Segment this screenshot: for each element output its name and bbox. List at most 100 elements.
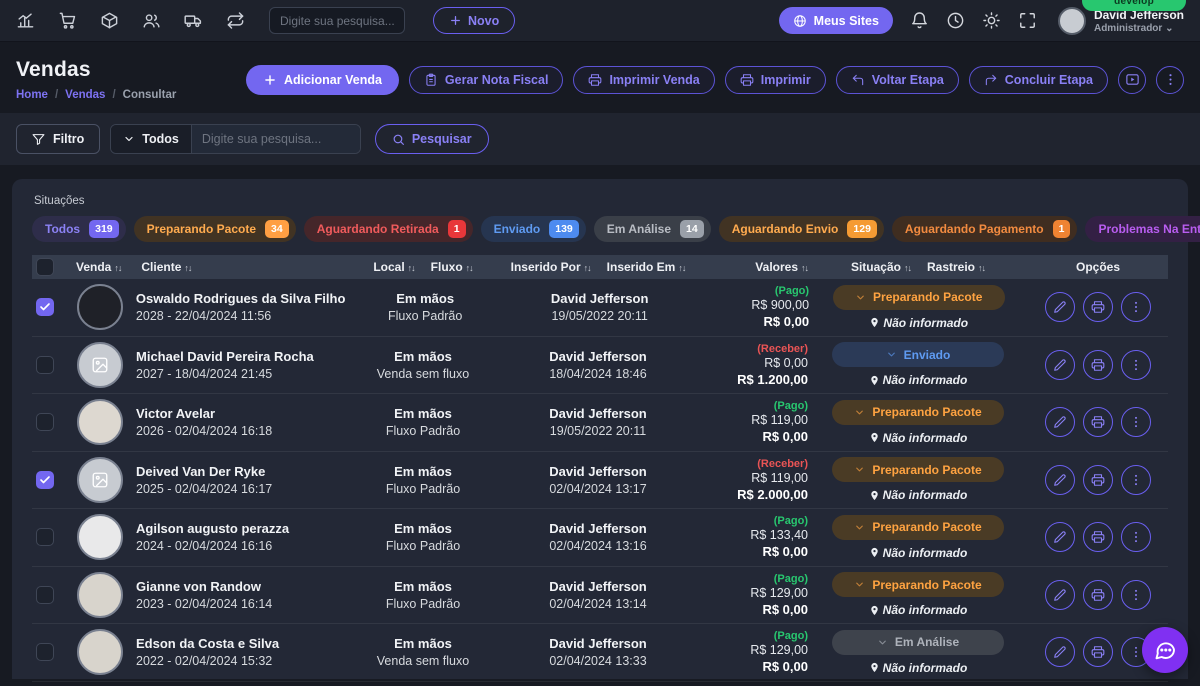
topbar-search-input[interactable] xyxy=(269,7,405,34)
inserido-em: 02/04/2024 13:17 xyxy=(549,481,647,496)
sort-valores[interactable]: Valores ↑↓ xyxy=(755,260,809,274)
row-menu-button[interactable] xyxy=(1121,522,1151,553)
breadcrumb-home[interactable]: Home xyxy=(16,89,48,101)
analytics-icon[interactable] xyxy=(16,11,35,30)
situacao-pill[interactable]: Preparando Pacote xyxy=(832,457,1004,483)
novo-button[interactable]: Novo xyxy=(433,7,516,34)
sort-fluxo[interactable]: Fluxo ↑↓ xyxy=(430,260,474,274)
row-checkbox[interactable] xyxy=(36,528,54,547)
table-body: Oswaldo Rodrigues da Silva Filho 2028 - … xyxy=(32,279,1168,682)
valor-receber: R$ 0,00 xyxy=(762,429,808,445)
clock-icon[interactable] xyxy=(946,11,965,30)
kebab-menu-icon xyxy=(1135,359,1137,370)
print-button[interactable] xyxy=(1083,522,1113,553)
row-checkbox[interactable] xyxy=(36,585,54,604)
edit-button[interactable] xyxy=(1045,579,1075,610)
situacao-pill[interactable]: Preparando Pacote xyxy=(832,572,1004,598)
sort-local[interactable]: Local ↑↓ xyxy=(373,260,416,274)
row-checkbox[interactable] xyxy=(36,413,54,432)
edit-button[interactable] xyxy=(1045,292,1076,323)
clipboard-icon xyxy=(424,73,438,87)
edit-button[interactable] xyxy=(1045,407,1075,438)
situacao-pill[interactable]: Preparando Pacote xyxy=(832,514,1004,540)
sort-icon: ↑↓ xyxy=(978,263,986,273)
sort-rastreio[interactable]: Rastreio ↑↓ xyxy=(926,260,986,274)
meus-sites-button[interactable]: Meus Sites xyxy=(778,7,893,34)
voltar-etapa-button[interactable]: Voltar Etapa xyxy=(835,65,959,94)
sort-cliente[interactable]: Cliente ↑↓ xyxy=(141,260,192,274)
opcoes-header: Opções xyxy=(1075,260,1120,274)
client-name: Edson da Costa e Silva xyxy=(136,636,280,652)
row-checkbox[interactable] xyxy=(36,643,54,662)
sort-icon: ↑↓ xyxy=(407,263,416,273)
video-help-button[interactable] xyxy=(1118,65,1146,94)
print-button[interactable] xyxy=(1083,637,1113,668)
situacao-pill[interactable]: Preparando Pacote xyxy=(832,284,1005,310)
pesquisar-button[interactable]: Pesquisar xyxy=(374,124,489,154)
situacao-filter-badge[interactable]: Problemas Na Entrega 1 xyxy=(1085,216,1200,242)
row-menu-button[interactable] xyxy=(1121,464,1151,495)
situacao-filter-badge[interactable]: Aguardando Pagamento 1 xyxy=(891,216,1078,242)
situacao-filter-badge[interactable]: Aguardando Envio 129 xyxy=(718,216,884,242)
bell-icon[interactable] xyxy=(910,11,929,30)
situacao-badges: Todos 319 Preparando Pacote 34 Aguardand… xyxy=(32,216,1200,242)
imprimir-venda-button[interactable]: Imprimir Venda xyxy=(573,65,715,94)
situacao-filter-badge[interactable]: Preparando Pacote 34 xyxy=(133,216,296,242)
situacao-filter-badge[interactable]: Enviado 139 xyxy=(480,216,586,242)
package-icon[interactable] xyxy=(100,11,119,30)
print-button[interactable] xyxy=(1083,579,1113,610)
sort-inserido-em[interactable]: Inserido Em ↑↓ xyxy=(606,260,687,274)
situacao-pill[interactable]: Em Análise xyxy=(832,629,1004,655)
sort-venda[interactable]: Venda ↑↓ xyxy=(76,260,122,274)
print-button[interactable] xyxy=(1083,407,1113,438)
valor-pago: R$ 133,40 xyxy=(750,528,808,543)
sort-situacao[interactable]: Situação ↑↓ xyxy=(850,260,912,274)
imprimir-button[interactable]: Imprimir xyxy=(724,65,826,94)
situacao-filter-badge[interactable]: Todos 319 xyxy=(32,216,126,242)
row-menu-button[interactable] xyxy=(1121,292,1152,323)
chat-button[interactable] xyxy=(1142,627,1188,673)
concluir-etapa-button[interactable]: Concluir Etapa xyxy=(968,65,1108,94)
printer-icon xyxy=(1091,301,1105,314)
situacao-filter-badge[interactable]: Em Análise 14 xyxy=(593,216,711,242)
map-pin-icon xyxy=(870,490,878,500)
print-button[interactable] xyxy=(1083,349,1113,380)
situacao-pill[interactable]: Preparando Pacote xyxy=(832,399,1004,425)
search-scope-select[interactable]: Todos xyxy=(111,125,192,153)
gerar-nota-fiscal-button[interactable]: Gerar Nota Fiscal xyxy=(408,65,564,94)
adicionar-venda-button[interactable]: Adicionar Venda xyxy=(245,64,399,95)
user-menu[interactable]: David Jefferson Administrador ⌄ xyxy=(1057,6,1184,35)
header-menu-button[interactable] xyxy=(1156,65,1184,94)
breadcrumb-vendas[interactable]: Vendas xyxy=(65,89,106,101)
situacao-pill[interactable]: Enviado xyxy=(832,342,1004,368)
row-checkbox[interactable] xyxy=(36,470,54,489)
sort-inserido-por[interactable]: Inserido Por ↑↓ xyxy=(510,260,592,274)
brightness-icon[interactable] xyxy=(982,11,1001,30)
cart-icon[interactable] xyxy=(58,11,77,30)
avatar xyxy=(77,571,123,618)
truck-icon[interactable] xyxy=(184,11,203,30)
filtro-button[interactable]: Filtro xyxy=(16,124,101,154)
filter-search-input[interactable] xyxy=(191,125,360,153)
edit-button[interactable] xyxy=(1045,349,1075,380)
edit-button[interactable] xyxy=(1045,522,1075,553)
row-menu-button[interactable] xyxy=(1121,407,1151,438)
print-button[interactable] xyxy=(1083,464,1113,495)
sync-icon[interactable] xyxy=(226,11,245,30)
print-button[interactable] xyxy=(1083,292,1114,323)
sort-icon: ↑↓ xyxy=(678,263,686,273)
valor-pago: R$ 119,00 xyxy=(751,413,808,428)
row-menu-button[interactable] xyxy=(1121,349,1151,380)
select-all-checkbox[interactable] xyxy=(36,258,54,276)
edit-button[interactable] xyxy=(1045,637,1075,668)
contacts-icon[interactable] xyxy=(142,11,161,30)
situacao-filter-badge[interactable]: Aguardando Retirada 1 xyxy=(303,216,473,242)
avatar xyxy=(77,399,123,446)
edit-button[interactable] xyxy=(1045,464,1075,495)
payment-status: (Pago) xyxy=(773,515,808,528)
row-checkbox[interactable] xyxy=(36,298,54,317)
kebab-menu-icon xyxy=(1135,647,1137,658)
row-checkbox[interactable] xyxy=(36,355,54,374)
fullscreen-icon[interactable] xyxy=(1018,11,1037,30)
row-menu-button[interactable] xyxy=(1121,579,1151,610)
